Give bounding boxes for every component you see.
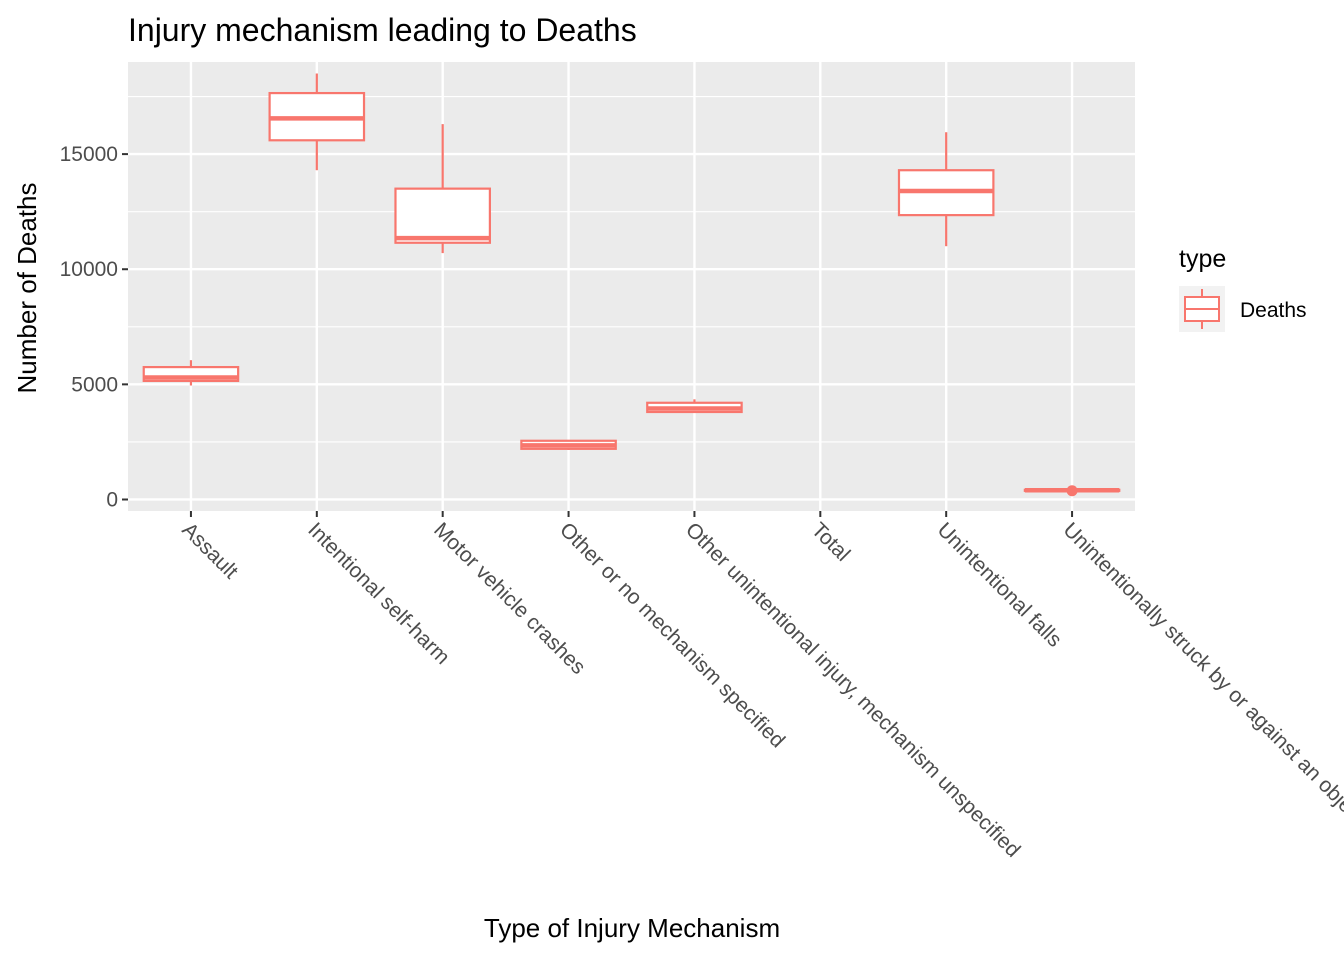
box-0 [142,360,240,386]
legend-key [1179,286,1225,332]
outlier-point [1066,485,1078,497]
y-tick-label: 5000 [71,373,118,396]
y-tick-label: 10000 [60,258,118,281]
box-1 [268,73,366,171]
boxes [142,73,1121,497]
legend: type Deaths [1179,245,1307,332]
x-axis-title: Type of Injury Mechanism [484,913,780,943]
box-2 [394,124,491,254]
box-7 [1023,485,1121,497]
legend-label-deaths: Deaths [1240,299,1307,322]
box-6 [897,132,995,247]
x-tick-label: Total [807,518,855,566]
y-tick-label: 15000 [60,143,118,166]
x-tick-label: Assault [177,518,242,583]
y-tick-label: 0 [106,488,118,511]
box-4 [646,399,743,414]
chart-title: Injury mechanism leading to Deaths [128,12,637,48]
gridlines [128,62,1135,511]
x-tick-label: Intentional self-harm [303,518,454,669]
x-tick-label: Unintentionally struck by or against an … [1059,518,1344,829]
y-axis: 0 5000 10000 15000 [60,143,128,511]
legend-title: type [1179,245,1226,273]
x-tick-label: Other or no mechanism specified [555,518,789,752]
box-3 [520,439,617,450]
x-tick-label: Unintentional falls [933,518,1066,651]
y-axis-title: Number of Deaths [12,183,42,394]
box-iqr [394,187,491,244]
